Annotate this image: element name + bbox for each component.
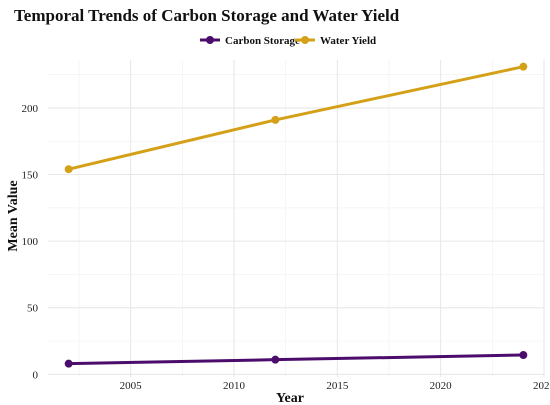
series-line xyxy=(67,65,525,171)
legend-item: Carbon Storage xyxy=(200,35,300,47)
grid xyxy=(48,60,545,377)
series-2 xyxy=(64,62,528,174)
x-tick-label: 2025 xyxy=(533,380,550,392)
x-axis-label: Year xyxy=(276,391,304,405)
y-tick-label: 50 xyxy=(27,303,39,315)
data-point xyxy=(64,165,73,174)
series-layer xyxy=(64,62,528,368)
series-line xyxy=(67,353,525,366)
y-axis-label: Mean Value xyxy=(6,180,21,251)
x-tick-labels: 2005 2010 2015 2020 2025 xyxy=(120,380,550,392)
legend-label: Water Yield xyxy=(320,35,376,47)
series-1 xyxy=(64,351,528,368)
data-point xyxy=(271,355,280,364)
data-point xyxy=(64,359,73,368)
legend: Carbon Storage Water Yield xyxy=(200,35,376,47)
legend-label: Carbon Storage xyxy=(225,35,300,47)
y-tick-label: 200 xyxy=(22,103,39,115)
legend-item: Water Yield xyxy=(295,35,376,47)
y-tick-label: 100 xyxy=(22,236,39,248)
chart-title: Temporal Trends of Carbon Storage and Wa… xyxy=(14,6,400,25)
legend-swatch-point xyxy=(206,36,214,44)
legend-swatch-point xyxy=(301,36,309,44)
data-point xyxy=(271,115,280,124)
x-tick-label: 2020 xyxy=(430,380,453,392)
x-tick-label: 2010 xyxy=(223,380,246,392)
y-tick-labels: 0 50 100 150 200 xyxy=(22,103,39,381)
x-tick-label: 2015 xyxy=(326,380,349,392)
y-tick-label: 150 xyxy=(22,170,39,182)
y-tick-label: 0 xyxy=(33,369,39,381)
data-point xyxy=(519,62,528,71)
x-tick-label: 2005 xyxy=(120,380,143,392)
data-point xyxy=(519,351,528,360)
